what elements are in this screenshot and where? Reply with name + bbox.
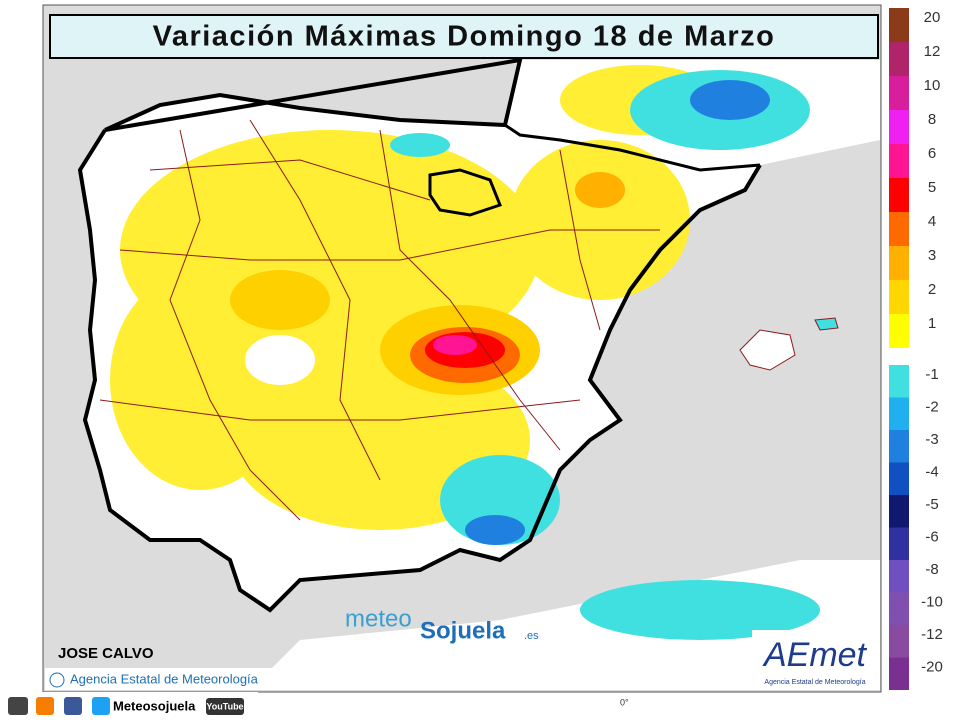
- legend-label: 12: [924, 43, 941, 60]
- footer-video[interactable]: YouTube: [206, 701, 243, 711]
- facebook-icon[interactable]: [64, 697, 82, 715]
- legend-label: -10: [921, 593, 943, 610]
- legend-swatch: [889, 280, 909, 314]
- legend-label: 20: [924, 9, 941, 26]
- legend-label: 8: [928, 111, 936, 128]
- legend-swatch: [889, 365, 909, 398]
- credit: Agencia Estatal de Meteorología: [70, 671, 259, 686]
- legend-label: -2: [925, 398, 938, 415]
- footer-site[interactable]: Meteosojuela: [113, 698, 196, 713]
- legend-label: 6: [928, 145, 936, 162]
- watermark-part3: .es: [524, 630, 539, 642]
- legend-label: -1: [925, 366, 938, 383]
- legend-label: 4: [928, 213, 936, 230]
- legend-swatch: [889, 110, 909, 144]
- legend-label: 10: [924, 77, 941, 94]
- legend-swatch: [889, 42, 909, 76]
- legend-label: -8: [925, 561, 938, 578]
- title: Variación Máximas Domingo 18 de Marzo: [153, 21, 776, 53]
- legend-label: -4: [925, 463, 938, 480]
- legend-swatch: [889, 527, 909, 560]
- meridian-label: 0°: [620, 697, 629, 707]
- map: 0°: [77, 57, 880, 707]
- legend-swatch: [889, 560, 909, 593]
- legend-swatch: [889, 144, 909, 178]
- legend-label: -3: [925, 431, 938, 448]
- legend-label: 1: [928, 315, 936, 332]
- logo-name: AEmet: [762, 636, 868, 674]
- twitter-icon[interactable]: [92, 697, 110, 715]
- legend-label: -12: [921, 626, 943, 643]
- legend-swatch: [889, 8, 909, 42]
- logo-box: [752, 630, 877, 688]
- watermark-part2: Sojuela: [420, 617, 506, 644]
- logo-caption: Agencia Estatal de Meteorología: [764, 679, 865, 686]
- legend-swatch: [889, 212, 909, 246]
- legend-swatch: [889, 397, 909, 430]
- legend-swatch: [889, 76, 909, 110]
- legend-swatch: [889, 657, 909, 690]
- legend: 20 12 10 8 6 5 4 3 2 1 -1 -2 -3 -4 -5 -6 -8 -10 -12 -20: [889, 8, 943, 690]
- youtube-box[interactable]: [206, 698, 244, 715]
- watermark-part1: meteo: [345, 605, 412, 632]
- legend-swatch: [889, 592, 909, 625]
- legend-swatch: [889, 430, 909, 463]
- legend-label: 2: [928, 281, 936, 298]
- instagram-icon[interactable]: [8, 697, 28, 715]
- legend-swatch: [889, 625, 909, 658]
- legend-label: -20: [921, 658, 943, 675]
- author: JOSE CALVO: [58, 645, 154, 662]
- legend-label: -6: [925, 528, 938, 545]
- legend-label: 5: [928, 179, 936, 196]
- credit-box: [45, 668, 285, 690]
- copyright-icon: [49, 672, 65, 688]
- legend-swatch: [889, 178, 909, 212]
- blogger-icon[interactable]: [36, 697, 54, 715]
- legend-swatch: [889, 495, 909, 528]
- legend-label: -5: [925, 496, 938, 513]
- title-box: [49, 14, 879, 59]
- legend-swatch: [889, 462, 909, 495]
- legend-label: 3: [928, 247, 936, 264]
- legend-swatch: [889, 246, 909, 280]
- legend-swatch: [889, 314, 909, 348]
